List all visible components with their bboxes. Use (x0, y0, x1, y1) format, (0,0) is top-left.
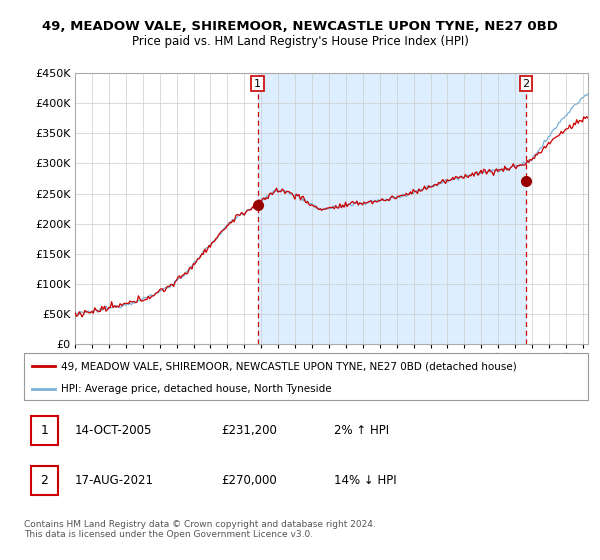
Text: 2% ↑ HPI: 2% ↑ HPI (334, 424, 389, 437)
Text: 49, MEADOW VALE, SHIREMOOR, NEWCASTLE UPON TYNE, NE27 0BD (detached house): 49, MEADOW VALE, SHIREMOOR, NEWCASTLE UP… (61, 361, 517, 371)
Text: 2: 2 (40, 474, 48, 487)
Text: Price paid vs. HM Land Registry's House Price Index (HPI): Price paid vs. HM Land Registry's House … (131, 35, 469, 48)
Text: 1: 1 (40, 424, 48, 437)
FancyBboxPatch shape (24, 353, 588, 400)
Text: £231,200: £231,200 (221, 424, 277, 437)
FancyBboxPatch shape (31, 466, 58, 495)
Text: 2: 2 (523, 78, 529, 88)
Text: 49, MEADOW VALE, SHIREMOOR, NEWCASTLE UPON TYNE, NE27 0BD: 49, MEADOW VALE, SHIREMOOR, NEWCASTLE UP… (42, 20, 558, 32)
Text: Contains HM Land Registry data © Crown copyright and database right 2024.
This d: Contains HM Land Registry data © Crown c… (24, 520, 376, 539)
FancyBboxPatch shape (31, 417, 58, 445)
Text: 14-OCT-2005: 14-OCT-2005 (75, 424, 152, 437)
Text: 14% ↓ HPI: 14% ↓ HPI (334, 474, 397, 487)
Bar (257, 73, 526, 344)
Text: 17-AUG-2021: 17-AUG-2021 (75, 474, 154, 487)
Text: 1: 1 (254, 78, 261, 88)
Text: HPI: Average price, detached house, North Tyneside: HPI: Average price, detached house, Nort… (61, 384, 331, 394)
Text: £270,000: £270,000 (221, 474, 277, 487)
